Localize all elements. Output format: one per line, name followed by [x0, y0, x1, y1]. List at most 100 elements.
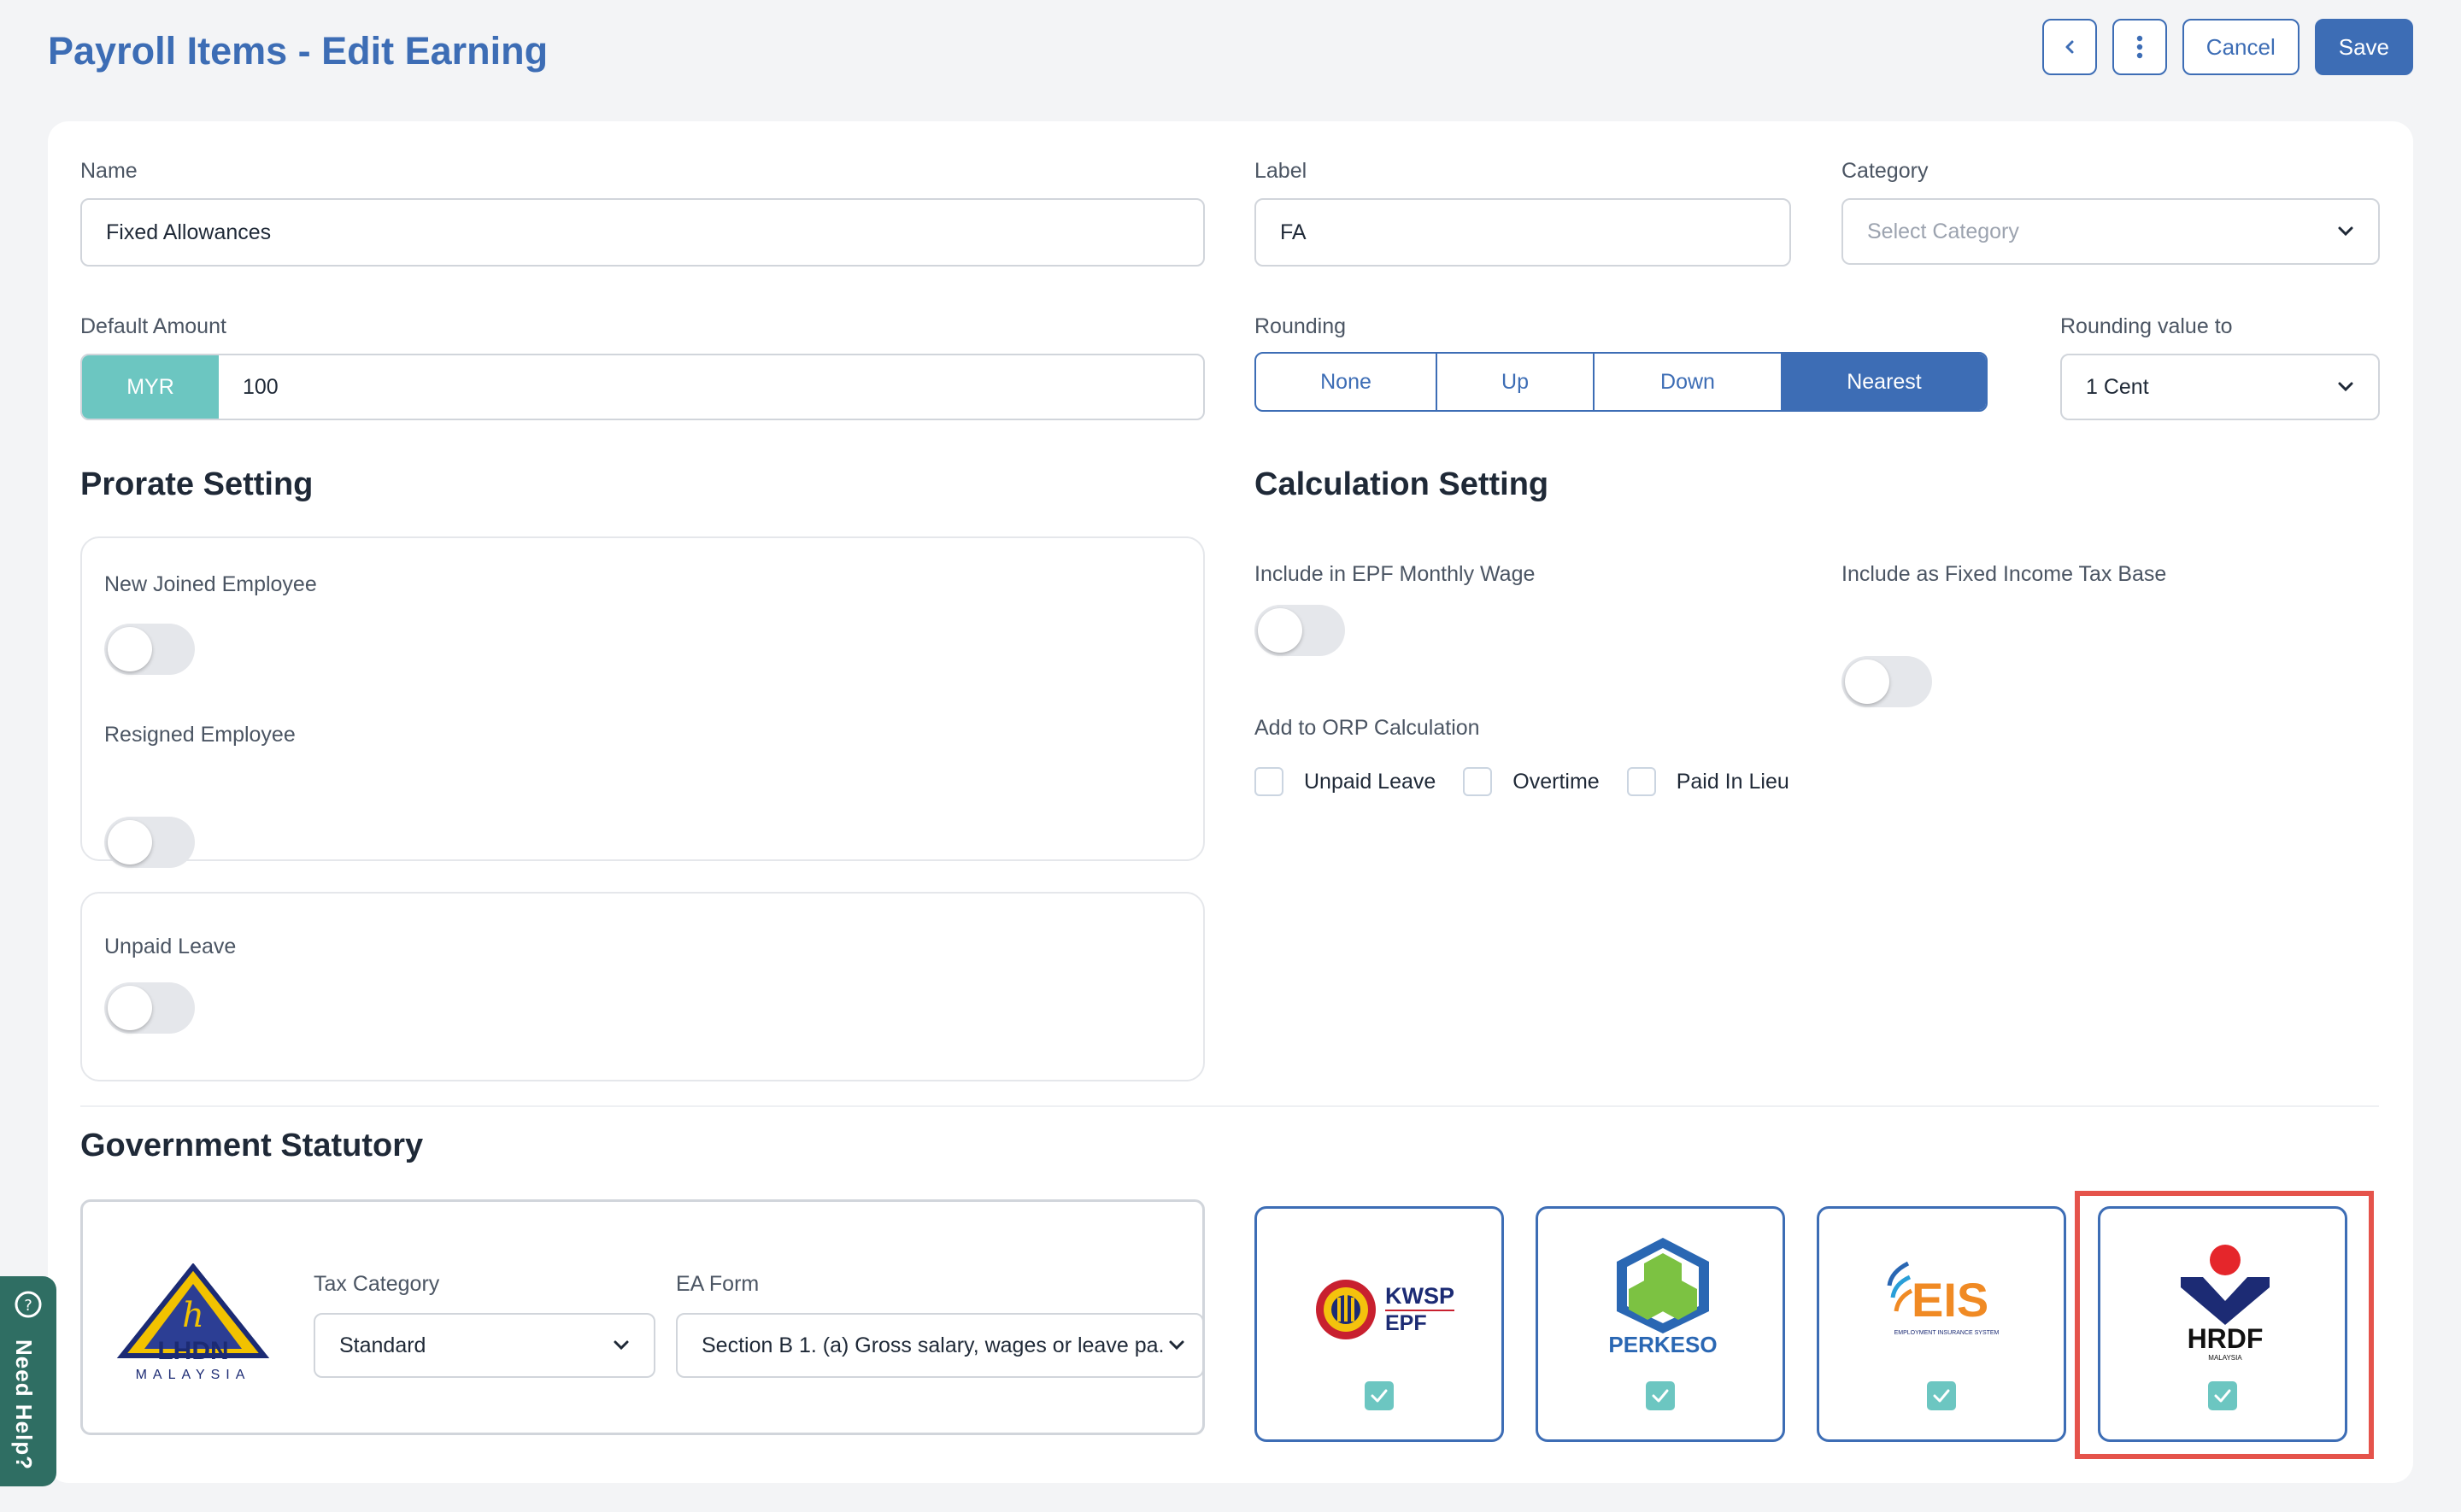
check-icon — [1652, 1389, 1669, 1403]
label-field-label: Label — [1254, 159, 1307, 183]
edit-earning-card: Name Fixed Allowances Label FA Category … — [48, 121, 2413, 1483]
kwsp-text: KWSP — [1385, 1283, 1454, 1309]
currency-addon: MYR — [82, 355, 219, 419]
top-actions: Cancel Save — [2041, 19, 2413, 75]
perkeso-logo: PERKESO — [1608, 1234, 1718, 1363]
new-joined-label: New Joined Employee — [104, 572, 317, 596]
category-select[interactable]: Select Category — [1841, 198, 2380, 265]
prorate-unpaid-panel: Unpaid Leave — [80, 892, 1205, 1081]
hrdf-emblem-icon — [2181, 1245, 2270, 1325]
government-statutory-title: Government Statutory — [80, 1128, 424, 1163]
rounding-option-up[interactable]: Up — [1437, 354, 1595, 410]
tax-panel: h LHDN MALAYSIA Tax Category Standard EA… — [80, 1199, 1205, 1435]
name-input[interactable]: Fixed Allowances — [80, 198, 1205, 267]
eis-checkbox[interactable] — [1927, 1381, 1956, 1410]
name-label: Name — [80, 159, 138, 183]
save-button[interactable]: Save — [2314, 19, 2413, 75]
perkeso-text: PERKESO — [1608, 1332, 1718, 1357]
tax-category-select[interactable]: Standard — [314, 1313, 655, 1378]
rounding-segmented-control: None Up Down Nearest — [1254, 352, 1988, 412]
perkeso-emblem-icon — [1617, 1238, 1709, 1333]
chevron-left-icon — [2065, 40, 2074, 54]
kwsp-epf-logo: KWSP EPF — [1313, 1274, 1459, 1345]
section-divider — [80, 1105, 2379, 1107]
hrdf-text: HRDF — [2187, 1323, 2264, 1354]
orp-unpaid-leave-label: Unpaid Leave — [1304, 769, 1436, 794]
perkeso-option[interactable]: PERKESO — [1536, 1206, 1785, 1442]
rounding-label: Rounding — [1254, 314, 1347, 338]
resigned-label: Resigned Employee — [104, 723, 296, 747]
default-amount-input[interactable]: 100 — [243, 374, 279, 399]
check-icon — [1371, 1389, 1388, 1403]
orp-paid-in-lieu-label: Paid In Lieu — [1676, 769, 1789, 794]
ea-form-label: EA Form — [676, 1272, 760, 1296]
need-help-label: Need Help? — [11, 1339, 37, 1471]
hrdf-checkbox[interactable] — [2208, 1381, 2237, 1410]
default-amount-label: Default Amount — [80, 314, 226, 338]
new-joined-toggle[interactable] — [104, 624, 195, 675]
need-help-tab[interactable]: ? — [0, 1276, 56, 1486]
chevron-down-icon — [2338, 382, 2353, 392]
eis-text: EIS — [1912, 1273, 1989, 1327]
epf-label: Include in EPF Monthly Wage — [1254, 562, 1536, 586]
lhdn-logo-text: LHDN — [157, 1337, 229, 1365]
kwsp-emblem-icon — [1316, 1280, 1376, 1339]
svg-text:?: ? — [24, 1297, 32, 1315]
svg-text:h: h — [182, 1296, 204, 1335]
hrdf-logo: HRDF MALAYSIA — [2177, 1243, 2273, 1363]
unpaid-leave-toggle[interactable] — [104, 982, 195, 1034]
epf-text: EPF — [1385, 1311, 1427, 1335]
more-vertical-icon — [2136, 35, 2142, 59]
rounding-option-none[interactable]: None — [1256, 354, 1437, 410]
lhdn-logo: h LHDN MALAYSIA — [114, 1263, 273, 1392]
orp-label: Add to ORP Calculation — [1254, 716, 1480, 740]
back-button[interactable] — [2041, 19, 2097, 75]
prorate-setting-title: Prorate Setting — [80, 466, 314, 502]
tax-base-toggle[interactable] — [1841, 656, 1932, 707]
chevron-down-icon — [1169, 1340, 1184, 1351]
label-input[interactable]: FA — [1254, 198, 1791, 267]
check-icon — [1933, 1389, 1950, 1403]
help-circle-icon: ? — [15, 1291, 42, 1318]
hrdf-subtext: MALAYSIA — [2208, 1354, 2242, 1362]
prorate-employee-panel: New Joined Employee Resigned Employee — [80, 536, 1205, 868]
rounding-option-down[interactable]: Down — [1595, 354, 1783, 410]
orp-unpaid-leave-checkbox[interactable] — [1254, 767, 1283, 796]
ea-form-select[interactable]: Section B 1. (a) Gross salary, wages or … — [676, 1313, 1204, 1378]
orp-paid-in-lieu-checkbox[interactable] — [1626, 767, 1656, 796]
rounding-value-text: 1 Cent — [2086, 374, 2149, 399]
check-icon — [2214, 1389, 2231, 1403]
chevron-down-icon — [2338, 226, 2353, 237]
orp-options: Unpaid Leave Overtime Paid In Lieu — [1254, 767, 1789, 796]
eis-logo: EIS EMPLOYMENT INSURANCE SYSTEM — [1882, 1260, 2011, 1345]
lhdn-logo-icon: h — [116, 1263, 270, 1358]
eis-option[interactable]: EIS EMPLOYMENT INSURANCE SYSTEM — [1817, 1206, 2066, 1442]
hrdf-option[interactable]: HRDF MALAYSIA — [2098, 1206, 2347, 1442]
category-label: Category — [1841, 159, 1929, 183]
rounding-value-select[interactable]: 1 Cent — [2060, 354, 2380, 420]
kwsp-epf-checkbox[interactable] — [1365, 1381, 1394, 1410]
unpaid-leave-label: Unpaid Leave — [104, 935, 237, 958]
resigned-toggle[interactable] — [104, 817, 195, 868]
hrdf-highlight-frame — [2075, 1191, 2374, 1459]
default-amount-group: MYR 100 — [80, 354, 1205, 420]
tax-base-label: Include as Fixed Income Tax Base — [1841, 562, 2167, 586]
orp-overtime-checkbox[interactable] — [1463, 767, 1493, 796]
category-placeholder: Select Category — [1867, 219, 2019, 243]
rounding-value-label: Rounding value to — [2060, 314, 2233, 338]
calculation-setting-title: Calculation Setting — [1254, 466, 1549, 502]
rounding-option-nearest[interactable]: Nearest — [1783, 354, 1986, 410]
epf-toggle[interactable] — [1254, 605, 1345, 656]
perkeso-checkbox[interactable] — [1646, 1381, 1675, 1410]
eis-subtext: EMPLOYMENT INSURANCE SYSTEM — [1894, 1330, 2000, 1336]
cancel-button[interactable]: Cancel — [2182, 19, 2299, 75]
more-options-button[interactable] — [2112, 19, 2167, 75]
chevron-down-icon — [614, 1340, 629, 1351]
kwsp-epf-option[interactable]: KWSP EPF — [1254, 1206, 1504, 1442]
eis-wing-icon — [1887, 1261, 1913, 1312]
orp-overtime-label: Overtime — [1512, 769, 1600, 794]
tax-category-value: Standard — [339, 1333, 426, 1357]
page-title: Payroll Items - Edit Earning — [48, 29, 549, 73]
lhdn-logo-sub: MALAYSIA — [135, 1368, 251, 1382]
ea-form-value: Section B 1. (a) Gross salary, wages or … — [702, 1333, 1163, 1357]
